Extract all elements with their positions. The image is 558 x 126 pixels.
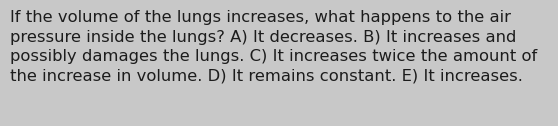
Text: If the volume of the lungs increases, what happens to the air
pressure inside th: If the volume of the lungs increases, wh… xyxy=(10,10,537,84)
